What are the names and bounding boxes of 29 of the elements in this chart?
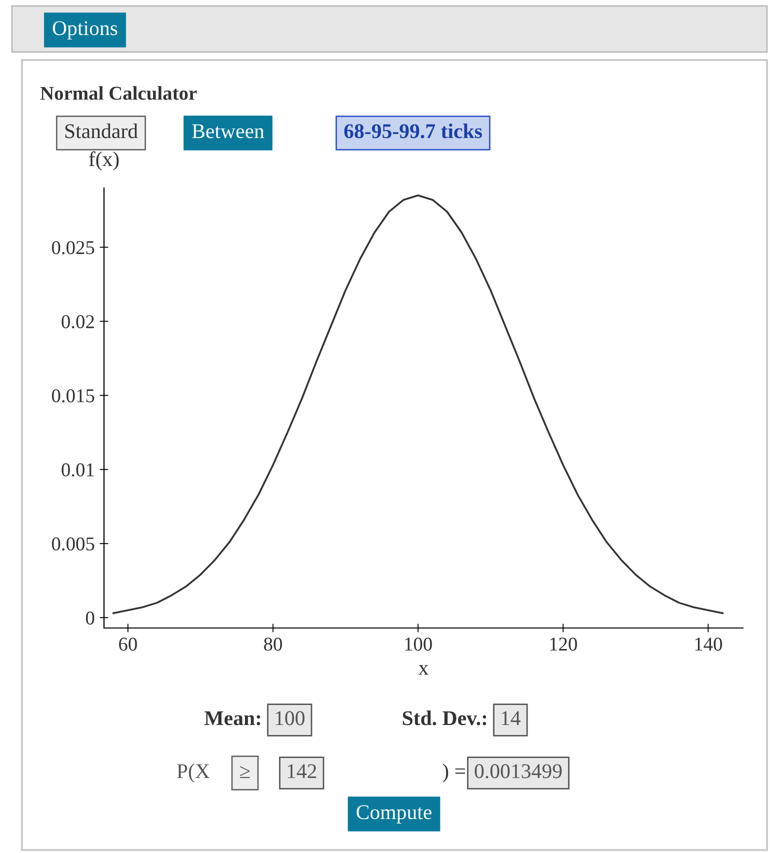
text: P(X: [177, 764, 210, 782]
x-tick-label: 100: [405, 638, 432, 651]
y-tick-label: 0: [86, 611, 94, 625]
text: 0.0013499: [474, 764, 562, 778]
text: 142: [288, 764, 316, 778]
text: ≥: [240, 766, 250, 778]
x-tick-label: 80: [264, 638, 282, 651]
y-tick-label: 0.015: [52, 389, 94, 402]
text: 68-95-99.7 ticks: [344, 124, 482, 138]
y-axis-title: f(x): [89, 151, 119, 170]
x-axis-title: x: [418, 665, 428, 675]
text: Compute: [356, 805, 432, 824]
x-tick-label: 120: [550, 638, 577, 651]
text: Mean:: [204, 711, 260, 726]
y-tick-label: 0.005: [52, 537, 94, 551]
text: Standard: [65, 124, 138, 138]
x-tick-label: 140: [695, 638, 722, 651]
text: Between: [192, 124, 264, 138]
y-tick-label: 0.01: [62, 463, 94, 477]
text: ) =: [442, 764, 465, 782]
text: 14: [502, 711, 521, 726]
y-tick-label: 0.02: [62, 315, 94, 328]
text: Options: [52, 21, 118, 40]
text: 100: [276, 711, 304, 726]
chart-title: Normal Calculator: [40, 86, 197, 100]
y-tick-label: 0.025: [52, 241, 94, 254]
text: Std. Dev.:: [402, 710, 486, 726]
line-series: [112, 194, 724, 614]
x-tick-label: 60: [119, 638, 137, 651]
